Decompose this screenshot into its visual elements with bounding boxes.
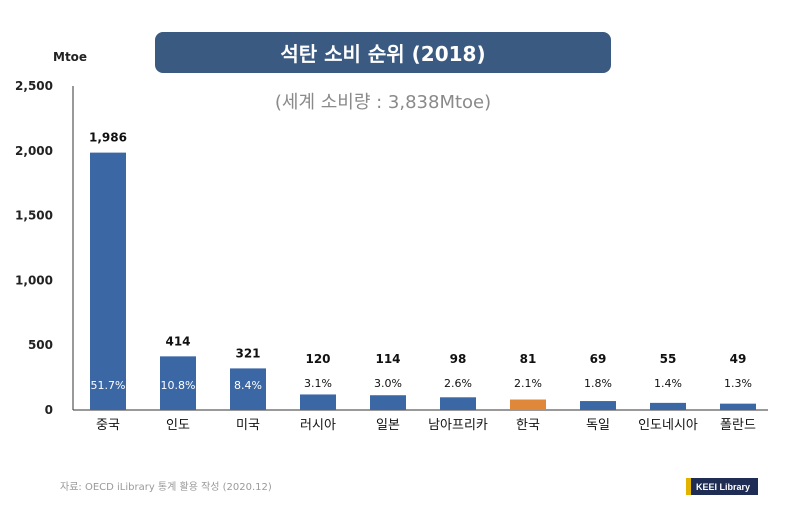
value-label: 1,986 — [89, 131, 127, 145]
share-label: 2.6% — [444, 377, 472, 390]
share-label: 3.0% — [374, 377, 402, 390]
share-label: 10.8% — [161, 379, 196, 392]
bar — [440, 397, 476, 410]
value-label: 321 — [235, 346, 260, 360]
value-label: 49 — [730, 352, 747, 366]
bar — [160, 356, 196, 410]
value-label: 69 — [590, 352, 607, 366]
share-label: 1.3% — [724, 377, 752, 390]
value-label: 98 — [450, 352, 467, 366]
x-tick-label: 일본 — [376, 418, 400, 433]
source-note: 자료: OECD iLibrary 통계 활용 작성 (2020.12) — [60, 482, 272, 493]
bar — [230, 368, 266, 410]
share-label: 2.1% — [514, 377, 542, 390]
value-label: 414 — [165, 334, 190, 348]
bar — [370, 395, 406, 410]
bar — [510, 399, 546, 410]
y-axis-unit-label: Mtoe — [53, 50, 88, 64]
brand-text: KEEI Library — [696, 481, 751, 492]
bar — [580, 401, 616, 410]
share-label: 51.7% — [91, 379, 126, 392]
value-label: 120 — [305, 352, 330, 366]
x-tick-label: 인도 — [166, 418, 190, 433]
bar — [650, 402, 686, 410]
share-label: 1.4% — [654, 377, 682, 390]
value-label: 55 — [660, 352, 677, 366]
chart-subtitle: (세계 소비량 : 3,838Mtoe) — [274, 92, 492, 113]
x-tick-label: 미국 — [236, 418, 260, 433]
x-tick-label: 러시아 — [300, 418, 336, 433]
share-label: 8.4% — [234, 379, 262, 392]
brand-stripe — [686, 478, 691, 495]
x-tick-label: 남아프리카 — [428, 418, 488, 433]
x-tick-label: 중국 — [96, 418, 120, 433]
x-tick-label: 한국 — [516, 418, 540, 433]
bar — [300, 394, 336, 410]
value-label: 114 — [375, 352, 400, 366]
value-label: 81 — [520, 352, 537, 366]
bar — [90, 152, 126, 411]
x-tick-label: 인도네시아 — [638, 418, 698, 433]
y-tick-label: 1,000 — [15, 273, 53, 287]
y-tick-label: 1,500 — [15, 209, 53, 223]
share-label: 3.1% — [304, 377, 332, 390]
bar — [720, 403, 756, 410]
share-label: 1.8% — [584, 377, 612, 390]
y-tick-label: 500 — [28, 338, 53, 352]
x-tick-label: 폴란드 — [720, 418, 756, 433]
y-tick-label: 2,500 — [15, 79, 53, 93]
brand-logo: KEEI Library — [686, 478, 758, 495]
y-tick-label: 2,000 — [15, 144, 53, 158]
x-tick-label: 독일 — [586, 418, 610, 433]
y-tick-label: 0 — [45, 403, 53, 417]
chart-title: 석탄 소비 순위 (2018) — [155, 32, 611, 73]
